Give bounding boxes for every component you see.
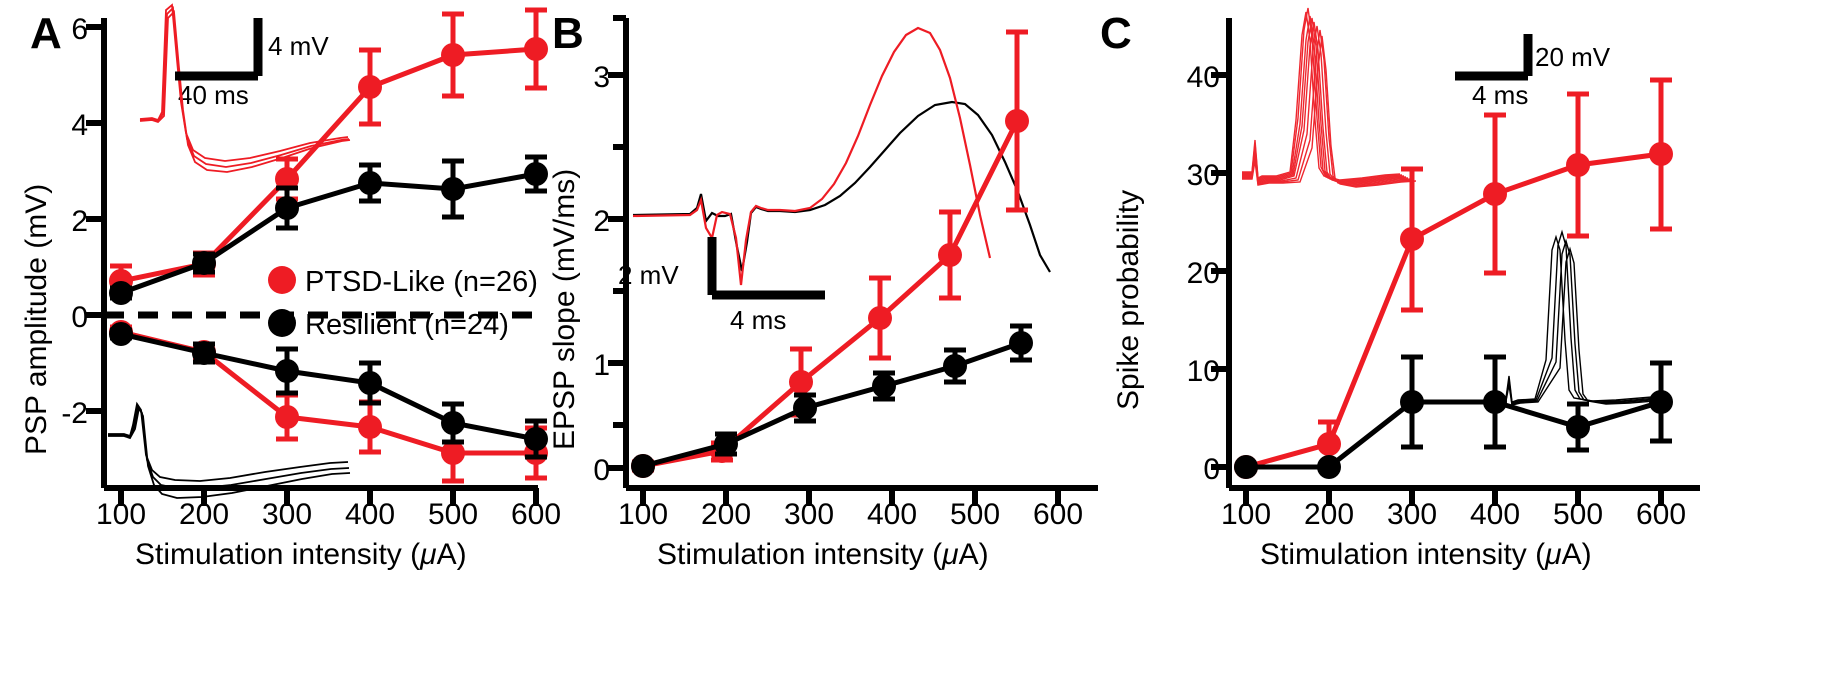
panel-a-inset-vscale-label: 4 mV — [268, 31, 329, 61]
series-a-resilient-ipsp — [109, 322, 548, 460]
series-c-resilient — [1234, 354, 1673, 479]
series-b-ptsd — [631, 29, 1029, 478]
panel-a-ytick-2: 2 — [71, 205, 88, 238]
legend-label-resilient: Resilient (n=24) — [305, 309, 509, 341]
panel-c-inset-vscale-label: 20 mV — [1535, 42, 1611, 72]
panel-b-inset-hscale-label: 4 ms — [730, 305, 787, 335]
panel-c-letter: C — [1100, 9, 1132, 58]
panel-b-plot — [608, 15, 1098, 506]
panel-c-inset-trace-black — [1492, 229, 1667, 406]
micro-symbol: μ — [942, 538, 959, 571]
panel-c-axes — [1211, 18, 1700, 506]
panel-a-inset-scalebar-top — [175, 18, 263, 81]
panel-a-axes — [86, 18, 539, 506]
series-b-resilient — [631, 323, 1033, 478]
panel-c-inset-hscale-label: 4 ms — [1472, 80, 1529, 110]
panel-b-ytick-1: 1 — [593, 349, 610, 382]
panel-b-ytick-2: 2 — [593, 205, 610, 238]
panel-a-ytick-neg2: -2 — [61, 397, 88, 430]
panel-b-letter: B — [552, 9, 584, 58]
panel-b-x-axis-title: Stimulation intensity (μA) — [657, 538, 989, 571]
series-a-ptsd-epsp — [109, 7, 548, 299]
panel-a-inset-hscale-label: 40 ms — [178, 80, 249, 110]
panel-b-x-axis-title-text: Stimulation intensity ( — [657, 538, 943, 571]
panel-c: C Spike probability 40 30 20 10 0 100 20… — [1100, 0, 1846, 688]
panel-c-inset-scalebar-top — [1455, 34, 1533, 81]
panel-a-ytick-0: 0 — [71, 301, 88, 334]
panel-a-x-axis-title: Stimulation intensity (μA) — [135, 538, 467, 571]
micro-symbol: μ — [1545, 538, 1562, 571]
panel-a: A PSP amplitude (mV) 6 4 2 0 -2 100 200 … — [0, 0, 561, 688]
legend-label-ptsd: PTSD-Like (n=26) — [305, 266, 538, 298]
panel-c-x-axis-title-text: Stimulation intensity ( — [1260, 538, 1546, 571]
panel-a-plot — [86, 3, 548, 506]
micro-symbol: μ — [420, 538, 437, 571]
panel-a-x-axis-title-text: Stimulation intensity ( — [135, 538, 421, 571]
panel-b-axes — [608, 15, 1098, 506]
panel-c-plot — [1211, 7, 1700, 506]
legend-dot-ptsd — [268, 266, 296, 294]
panel-a-inset-trace-black — [108, 401, 351, 499]
series-a-resilient-epsp — [109, 154, 548, 305]
panel-a-letter: A — [30, 9, 62, 58]
panel-a-inset-trace-red — [139, 3, 351, 173]
panel-b-inset-scalebar — [707, 237, 825, 300]
panel-a-ytick-6: 6 — [71, 13, 88, 46]
panel-b-ytick-0: 0 — [593, 454, 610, 487]
panel-c-x-axis-title: Stimulation intensity (μA) — [1260, 538, 1592, 571]
panel-b: B EPSP slope (mV/ms) 3 2 1 0 100 200 300… — [540, 0, 1100, 688]
panel-c-inset-trace-red — [1242, 7, 1417, 188]
panel-b-ytick-3: 3 — [593, 61, 610, 94]
panel-b-inset-trace-red — [632, 26, 992, 286]
panel-a-ytick-4: 4 — [71, 109, 88, 142]
